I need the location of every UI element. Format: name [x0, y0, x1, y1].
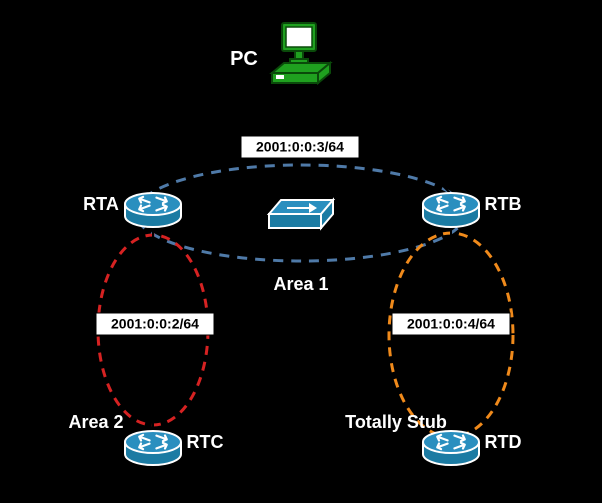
node-rtd: RTD	[423, 431, 522, 465]
pc-icon	[272, 23, 330, 83]
node-rta: RTA	[83, 193, 181, 227]
address-box-text: 2001:0:0:4/64	[407, 316, 495, 332]
address-box-net4: 2001:0:0:4/64	[392, 313, 510, 335]
address-box-text: 2001:0:0:2/64	[111, 316, 199, 332]
nodes-layer: PC RTA RTB RTC RTD	[83, 23, 521, 465]
router-icon	[423, 431, 479, 465]
zone-label-area1: Area 1	[273, 274, 328, 294]
node-pc: PC	[230, 23, 330, 83]
switch-icon	[269, 200, 333, 228]
address-box-net2: 2001:0:0:2/64	[96, 313, 214, 335]
node-label-rta: RTA	[83, 194, 119, 214]
node-sw	[269, 200, 333, 228]
router-icon	[125, 431, 181, 465]
zone-label-area2: Area 2	[68, 412, 123, 432]
node-label-pc: PC	[230, 48, 258, 70]
router-icon	[125, 193, 181, 227]
node-label-rtb: RTB	[485, 194, 522, 214]
node-label-rtd: RTD	[485, 432, 522, 452]
link-rtb-pc	[323, 65, 451, 194]
network-diagram: 2001:0:0:3/642001:0:0:2/642001:0:0:4/64 …	[0, 0, 602, 503]
node-rtc: RTC	[125, 431, 224, 465]
address-box-net3: 2001:0:0:3/64	[241, 136, 359, 158]
address-box-text: 2001:0:0:3/64	[256, 139, 344, 155]
zone-label-totally-stub: Totally Stub	[345, 412, 447, 432]
link-sw-rtb	[335, 208, 424, 212]
node-rtb: RTB	[423, 193, 522, 227]
node-label-rtc: RTC	[187, 432, 224, 452]
router-icon	[423, 193, 479, 227]
link-rta-sw	[178, 208, 268, 212]
